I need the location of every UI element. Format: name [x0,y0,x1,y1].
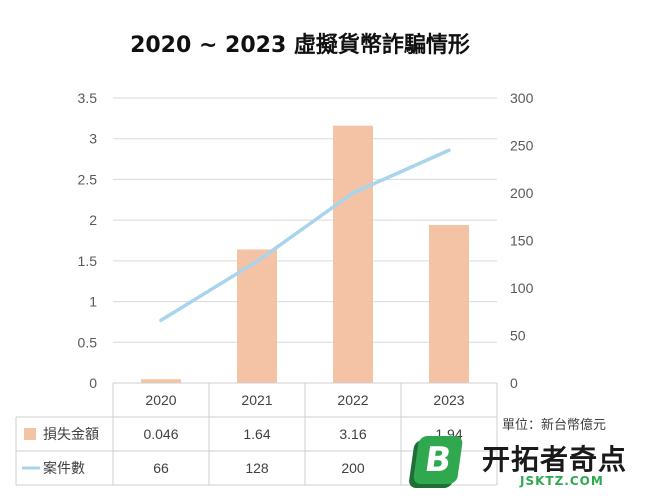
data-table-value: 0.046 [143,426,178,442]
data-table-value: 3.16 [339,426,366,442]
bar [333,125,373,383]
y-right-tick-label: 100 [510,280,534,296]
bar-series [141,125,469,383]
legend-swatch-bar [24,428,36,440]
y-right-tick-label: 200 [510,185,534,201]
data-table-value: 200 [341,460,365,476]
y-right-tick-label: 0 [510,375,518,391]
data-table-value: 128 [245,460,269,476]
x-tick-label: 2022 [337,392,368,408]
bar [237,249,277,383]
x-tick-label: 2021 [241,392,272,408]
chart-title: 2020 ~ 2023 虛擬貨幣詐騙情形 [130,32,470,58]
y-right-tick-label: 50 [510,328,526,344]
y-left-tick-label: 1 [89,294,97,310]
y-left-tick-label: 3.5 [78,90,98,106]
y-right-tick-label: 150 [510,233,534,249]
x-tick-label: 2023 [433,392,464,408]
y-left-tick-label: 0.5 [78,334,98,350]
x-tick-label: 2020 [145,392,176,408]
gridlines [113,97,497,384]
bar [429,225,469,383]
legend-label: 案件數 [43,460,85,476]
series-line [159,148,451,323]
y-left-tick-label: 1.5 [78,253,98,269]
logo-subtext: JSKTZ.COM [520,474,604,488]
unit-note: 單位：新台幣億元 [502,417,606,433]
bar [141,379,181,383]
data-table-value: 1.64 [243,426,270,442]
watermark-logo: B 开拓者奇点 JSKTZ.COM [408,434,648,496]
logo-text: 开拓者奇点 [482,443,628,476]
legend-label: 損失金額 [43,426,99,442]
y-left-tick-label: 3 [89,131,97,147]
y-left-tick-label: 2.5 [78,171,98,187]
logo-mark: B [412,436,464,484]
line-series [159,148,451,323]
logo-mark-letter: B [422,440,454,480]
y-right-tick-label: 250 [510,138,534,154]
y-left-tick-label: 2 [89,212,97,228]
data-table-value: 66 [153,460,169,476]
y-left-tick-label: 0 [89,375,97,391]
axes: 0 0.5 1 1.5 2 2.5 3 3.5 0 50 100 150 200 250 300 [78,90,534,391]
y-right-tick-label: 300 [510,90,534,106]
